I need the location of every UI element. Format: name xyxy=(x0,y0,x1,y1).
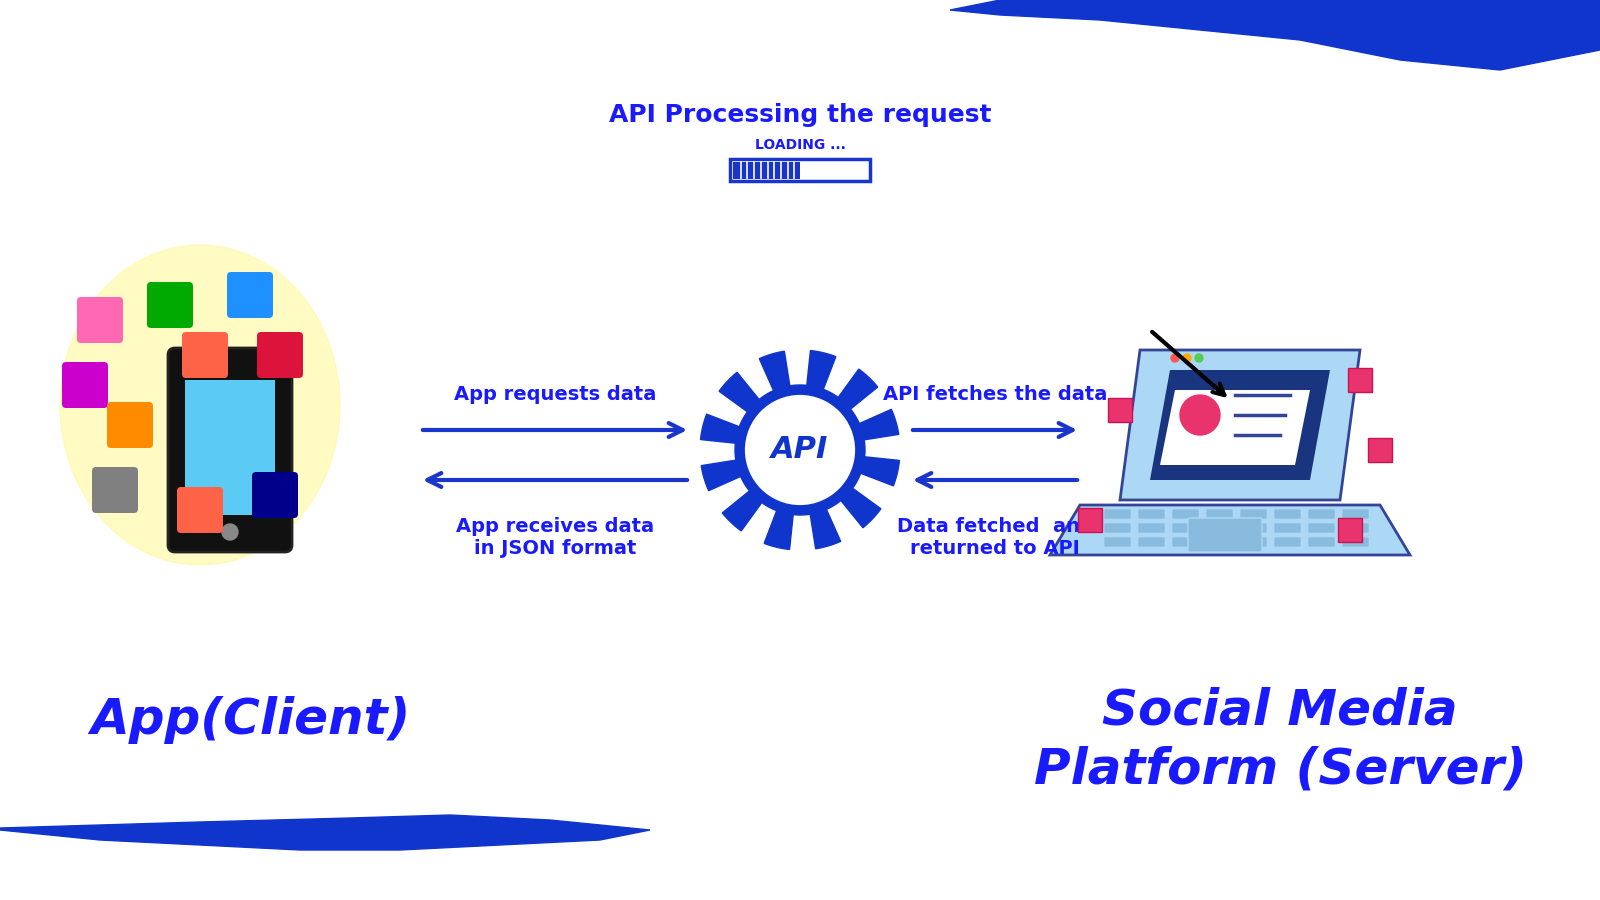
FancyBboxPatch shape xyxy=(733,161,800,178)
Circle shape xyxy=(742,392,858,508)
FancyBboxPatch shape xyxy=(1206,537,1234,547)
FancyBboxPatch shape xyxy=(1309,509,1334,519)
FancyBboxPatch shape xyxy=(253,472,298,518)
Polygon shape xyxy=(701,350,899,550)
FancyBboxPatch shape xyxy=(1338,518,1362,542)
FancyBboxPatch shape xyxy=(62,362,107,408)
Text: Social Media
Platform (Server): Social Media Platform (Server) xyxy=(1034,687,1526,794)
FancyBboxPatch shape xyxy=(1171,523,1198,533)
FancyBboxPatch shape xyxy=(107,402,154,448)
FancyBboxPatch shape xyxy=(147,282,194,328)
FancyBboxPatch shape xyxy=(1138,537,1165,547)
Text: API fetches the data: API fetches the data xyxy=(883,385,1107,404)
Circle shape xyxy=(1171,354,1179,362)
FancyBboxPatch shape xyxy=(1104,523,1131,533)
FancyBboxPatch shape xyxy=(182,332,227,378)
FancyBboxPatch shape xyxy=(227,272,274,318)
Polygon shape xyxy=(950,0,1600,70)
Text: App requests data: App requests data xyxy=(454,385,656,404)
FancyBboxPatch shape xyxy=(93,467,138,513)
FancyBboxPatch shape xyxy=(1342,523,1370,533)
FancyBboxPatch shape xyxy=(1206,509,1234,519)
Polygon shape xyxy=(1150,370,1330,480)
FancyBboxPatch shape xyxy=(77,297,123,343)
FancyBboxPatch shape xyxy=(1104,509,1131,519)
Text: App(Client): App(Client) xyxy=(90,696,410,744)
FancyBboxPatch shape xyxy=(258,332,302,378)
FancyBboxPatch shape xyxy=(1107,398,1133,422)
FancyBboxPatch shape xyxy=(1309,523,1334,533)
Text: App receives data
in JSON format: App receives data in JSON format xyxy=(456,518,654,559)
Text: Data fetched  and
returned to API: Data fetched and returned to API xyxy=(896,518,1093,559)
FancyBboxPatch shape xyxy=(1138,523,1165,533)
FancyBboxPatch shape xyxy=(168,348,291,552)
Text: API Processing the request: API Processing the request xyxy=(608,103,992,127)
Polygon shape xyxy=(1120,350,1360,500)
FancyBboxPatch shape xyxy=(1206,523,1234,533)
FancyBboxPatch shape xyxy=(1342,509,1370,519)
Circle shape xyxy=(1181,395,1221,435)
FancyBboxPatch shape xyxy=(1171,537,1198,547)
FancyBboxPatch shape xyxy=(1368,438,1392,462)
Polygon shape xyxy=(1160,390,1310,465)
Polygon shape xyxy=(0,815,650,850)
Text: LOADING ...: LOADING ... xyxy=(755,138,845,152)
Circle shape xyxy=(1195,354,1203,362)
FancyBboxPatch shape xyxy=(1240,509,1267,519)
FancyBboxPatch shape xyxy=(1342,537,1370,547)
FancyBboxPatch shape xyxy=(1104,537,1131,547)
FancyBboxPatch shape xyxy=(186,380,275,515)
FancyBboxPatch shape xyxy=(1138,509,1165,519)
FancyBboxPatch shape xyxy=(1274,523,1301,533)
FancyBboxPatch shape xyxy=(1274,537,1301,547)
Polygon shape xyxy=(1050,505,1410,555)
FancyBboxPatch shape xyxy=(1078,508,1102,532)
Ellipse shape xyxy=(61,245,339,565)
Circle shape xyxy=(222,524,238,540)
FancyBboxPatch shape xyxy=(1309,537,1334,547)
FancyBboxPatch shape xyxy=(1347,368,1373,392)
FancyBboxPatch shape xyxy=(730,159,870,181)
Text: API: API xyxy=(771,436,829,464)
Circle shape xyxy=(1182,354,1190,362)
FancyBboxPatch shape xyxy=(1171,509,1198,519)
FancyBboxPatch shape xyxy=(1187,518,1262,552)
FancyBboxPatch shape xyxy=(1240,537,1267,547)
FancyBboxPatch shape xyxy=(1240,523,1267,533)
FancyBboxPatch shape xyxy=(1274,509,1301,519)
FancyBboxPatch shape xyxy=(178,487,222,533)
